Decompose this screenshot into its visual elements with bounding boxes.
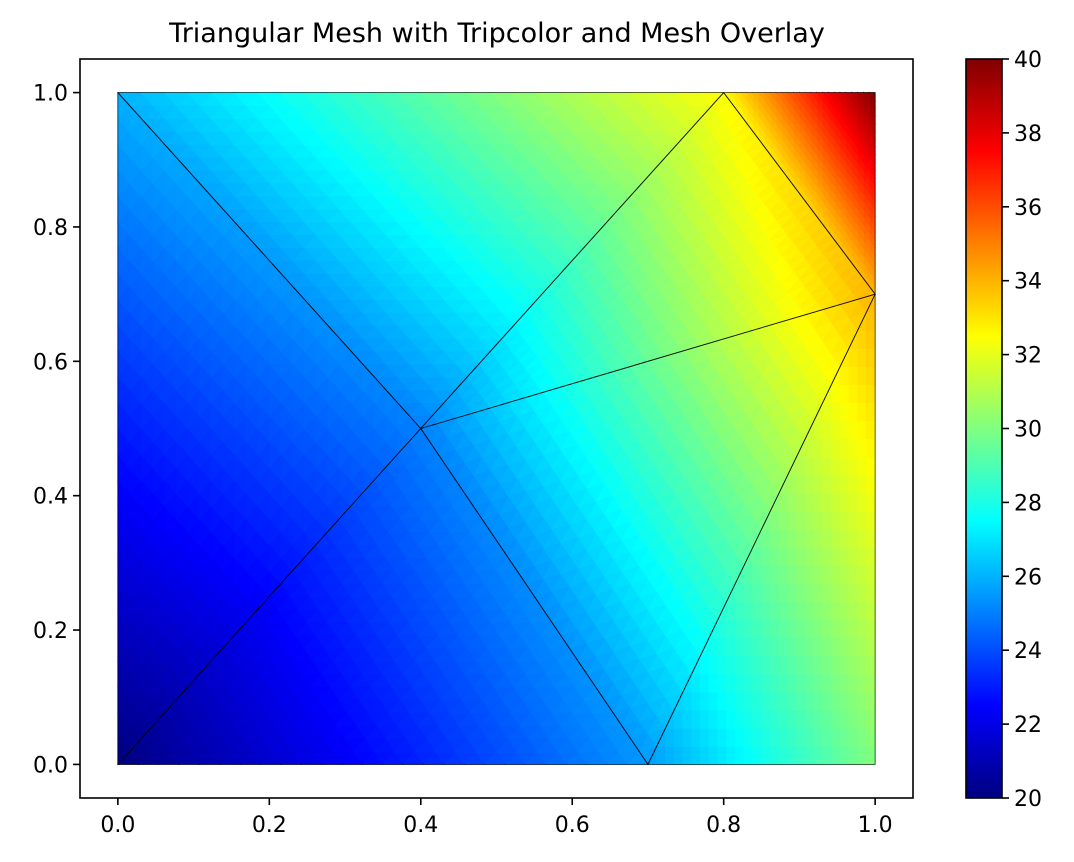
colorbar-tick-label: 26 — [1014, 565, 1042, 590]
colorbar-tick-label: 36 — [1014, 196, 1042, 221]
colorbar-ticks: 20 22 24 26 28 30 32 34 36 38 40 — [1002, 48, 1042, 812]
mesh-triangle — [647, 293, 876, 765]
chart-title: Triangular Mesh with Tripcolor and Mesh … — [168, 18, 825, 49]
plot-area — [116, 91, 876, 766]
x-axis: 0.0 0.2 0.4 0.6 0.8 1.0 — [100, 798, 893, 838]
colorbar-tick-label: 28 — [1014, 491, 1042, 516]
mesh-triangle — [116, 91, 725, 430]
colorbar-tick-label: 40 — [1014, 48, 1042, 73]
colorbar-tick-label: 22 — [1014, 713, 1042, 738]
mesh-triangle — [419, 91, 876, 430]
mesh-triangle — [116, 427, 649, 766]
y-tick-label: 0.6 — [33, 350, 68, 375]
triangles-layer — [116, 91, 876, 766]
colorbar-tick-label: 34 — [1014, 270, 1042, 295]
mesh-layer — [117, 92, 876, 765]
y-tick-label: 0.4 — [33, 485, 68, 510]
y-axis: 0.0 0.2 0.4 0.6 0.8 1.0 — [33, 82, 80, 778]
x-tick-label: 0.8 — [706, 813, 741, 838]
mesh-edge — [647, 293, 876, 765]
mesh-edge — [117, 92, 422, 765]
y-tick-label: 0.0 — [33, 753, 68, 778]
colorbar-tick-label: 24 — [1014, 639, 1042, 664]
x-tick-label: 1.0 — [858, 813, 893, 838]
x-tick-label: 0.6 — [555, 813, 590, 838]
colorbar-tick-label: 20 — [1014, 787, 1042, 812]
x-tick-label: 0.4 — [403, 813, 438, 838]
colorbar-tick-label: 32 — [1014, 344, 1042, 369]
mesh-triangle — [420, 293, 876, 766]
x-tick-label: 0.2 — [252, 813, 287, 838]
axes-frame — [79, 58, 914, 799]
colorbar-gradient — [966, 59, 1002, 798]
mesh-edge — [723, 92, 876, 295]
colorbar-tick-label: 38 — [1014, 122, 1042, 147]
mesh-triangle — [117, 91, 422, 766]
colorbar-tick-label: 30 — [1014, 418, 1042, 443]
y-tick-label: 0.8 — [33, 216, 68, 241]
y-tick-label: 0.2 — [33, 619, 68, 644]
mesh-triangle — [722, 91, 876, 296]
x-tick-label: 0.0 — [100, 813, 135, 838]
y-tick-label: 1.0 — [33, 82, 68, 107]
colorbar: 20 22 24 26 28 30 32 34 36 38 40 — [965, 48, 1042, 812]
